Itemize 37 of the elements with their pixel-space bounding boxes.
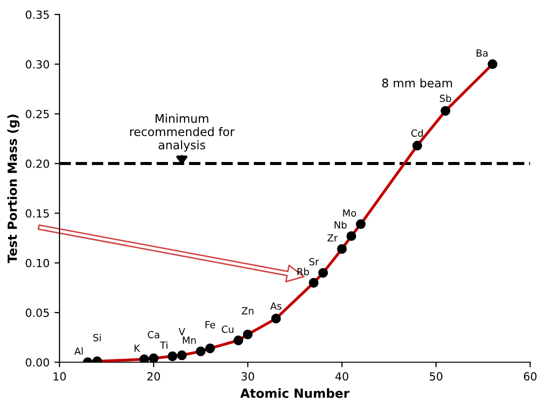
data-label: Mn — [182, 336, 196, 344]
data-label: Ca — [148, 330, 160, 338]
data-label: Sr — [309, 258, 319, 266]
data-label: Mo — [343, 209, 356, 217]
data-label: Cd — [411, 129, 423, 137]
data-label: V — [178, 328, 186, 336]
x-tick-label: 50 — [430, 372, 442, 381]
y-axis-title: Test Portion Mass (g) — [7, 114, 20, 264]
x-tick-label: 60 — [524, 372, 537, 381]
data-label: Zn — [242, 307, 254, 314]
x-tick-label: 10 — [54, 372, 66, 381]
data-label: Rb — [298, 268, 309, 276]
x-tick-label: 20 — [147, 372, 160, 381]
data-label: K — [134, 344, 140, 352]
data-label: Ti — [160, 341, 168, 349]
data-label: Cu — [222, 326, 234, 333]
data-label: Ba — [476, 50, 488, 57]
y-tick-label: 0.35 — [26, 10, 49, 19]
y-tick-label: 0.25 — [26, 110, 49, 118]
annotation: 8 mm beam — [382, 78, 452, 88]
data-label: Sb — [440, 94, 452, 102]
data-label: As — [270, 302, 282, 310]
y-tick-label: 0.20 — [26, 160, 50, 168]
x-tick-label: 30 — [242, 372, 254, 381]
data-label: Nb — [334, 221, 347, 229]
data-label: Fe — [206, 321, 216, 328]
data-label: Si — [93, 334, 101, 342]
data-label: Al — [74, 347, 83, 355]
x-axis-title: Atomic Number — [240, 388, 350, 398]
y-tick-label: 0.30 — [26, 60, 50, 69]
y-tick-label: 0.15 — [26, 209, 49, 218]
x-tick-label: 40 — [335, 372, 348, 381]
data-label: Zr — [328, 234, 338, 242]
annotation: Minimum recommended for analysis — [130, 114, 235, 152]
y-tick-label: 0.05 — [26, 308, 49, 317]
y-tick-label: 0.00 — [26, 358, 50, 367]
y-tick-label: 0.10 — [26, 258, 50, 268]
